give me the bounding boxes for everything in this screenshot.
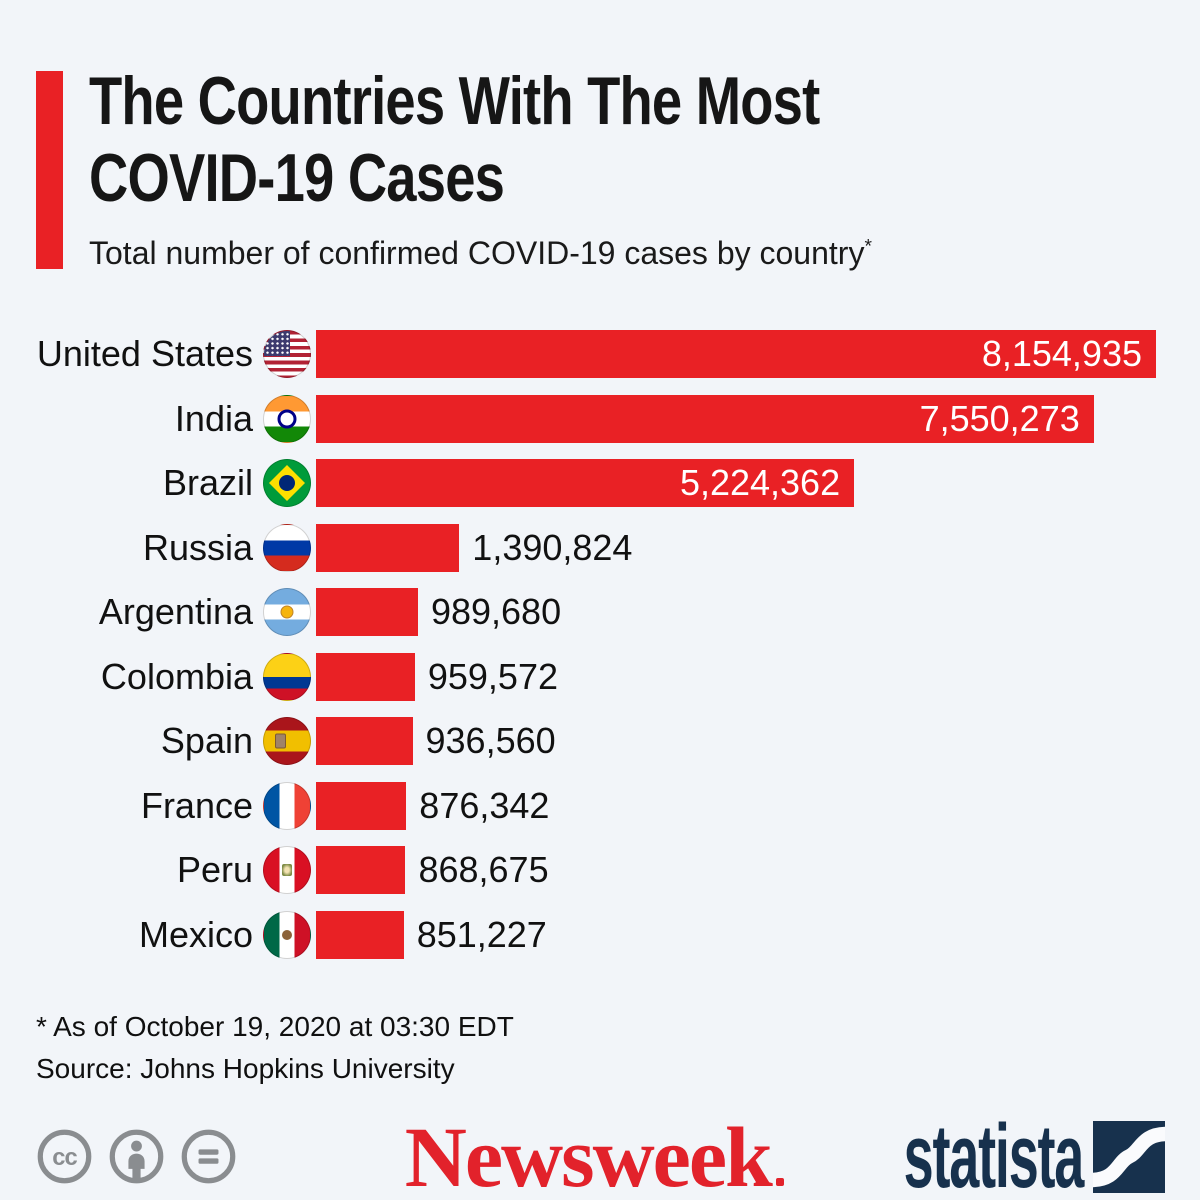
footnote-source: Source: Johns Hopkins University	[36, 1052, 455, 1084]
country-label: Peru	[176, 849, 253, 890]
bar-area: 959,572 959,572	[316, 652, 1156, 701]
value-label: 876,342	[419, 784, 550, 826]
value-label: 959,572	[427, 655, 558, 697]
footnote: * As of October 19, 2020 at 03:30 EDT So…	[36, 1006, 1200, 1090]
country-label: Russia	[142, 526, 253, 568]
colombia-flag-icon	[263, 652, 311, 701]
bar: 959,572	[316, 652, 415, 701]
statista-logo: statista	[784, 1112, 1165, 1200]
chart-row: India 7,550,273 7,550,273	[35, 394, 1156, 443]
statista-mark-icon	[1093, 1120, 1165, 1193]
bar-area: 876,342 876,342	[316, 781, 1156, 830]
bar: 989,680	[316, 588, 418, 636]
value-label: 8,154,935	[981, 333, 1142, 374]
chart-row: Peru 868,675 868,675	[35, 846, 1156, 894]
attribution-icon	[109, 1129, 164, 1184]
header: The Countries With The Most COVID-19 Cas…	[0, 0, 1200, 272]
value-label: 868,675	[418, 849, 549, 890]
bar: 936,560	[316, 717, 413, 765]
chart-row: United States 8,154,935 8,154,935	[35, 330, 1156, 378]
bar-chart: United States 8,154,935 8,154,935 India …	[0, 330, 1200, 959]
statista-wordmark: statista	[903, 1106, 1085, 1200]
bar: 868,675	[316, 846, 406, 894]
country-label: Spain	[160, 720, 253, 761]
chart-row: Colombia 959,572 959,572	[35, 652, 1156, 701]
argentina-flag-icon	[263, 588, 311, 636]
value-label: 1,390,824	[472, 526, 633, 568]
chart-row: Argentina 989,680 989,680	[35, 588, 1156, 636]
footnote-marker: *	[864, 236, 872, 258]
russia-flag-icon	[263, 523, 311, 572]
equal-sign-icon	[181, 1129, 236, 1184]
value-label: 5,224,362	[679, 462, 841, 503]
value-label: 936,560	[425, 720, 556, 761]
country-label: Colombia	[100, 655, 253, 697]
svg-text:cc: cc	[52, 1144, 77, 1171]
country-label: Argentina	[98, 591, 253, 632]
bar: 8,154,935	[316, 330, 1156, 378]
footnote-asof: * As of October 19, 2020 at 03:30 EDT	[36, 1010, 514, 1042]
chart-row: Brazil 5,224,362 5,224,362	[35, 459, 1156, 507]
chart-subtitle: Total number of confirmed COVID-19 cases…	[89, 235, 872, 271]
brazil-flag-icon	[263, 459, 311, 507]
bar-area: 868,675 868,675	[316, 846, 1156, 894]
bar: 7,550,273	[316, 394, 1094, 443]
header-text: The Countries With The Most COVID-19 Cas…	[89, 63, 1002, 272]
chart-row: Russia 1,390,824 1,390,824	[35, 523, 1156, 572]
bar-area: 8,154,935 8,154,935	[316, 330, 1156, 378]
bar: 1,390,824	[316, 523, 460, 572]
united-states-flag-icon	[263, 330, 311, 378]
country-label: United States	[36, 333, 253, 374]
bar: 5,224,362	[316, 459, 855, 507]
chart-row: Mexico 851,227 851,227	[35, 910, 1156, 959]
france-flag-icon	[263, 781, 311, 830]
bar: 851,227	[316, 910, 404, 959]
country-label: India	[174, 397, 253, 439]
mexico-flag-icon	[263, 910, 311, 959]
value-label: 7,550,273	[919, 397, 1080, 439]
bar-area: 5,224,362 5,224,362	[316, 459, 1156, 507]
bar: 876,342	[316, 781, 407, 830]
footer: cc Newsweek statista	[0, 1112, 1200, 1200]
cc-icon: cc	[37, 1129, 92, 1184]
page-title: The Countries With The Most COVID-19 Cas…	[89, 63, 820, 216]
peru-flag-icon	[263, 846, 311, 894]
chart-row: France 876,342 876,342	[35, 781, 1156, 830]
india-flag-icon	[263, 394, 311, 443]
value-label: 851,227	[416, 913, 547, 955]
newsweek-logo: Newsweek	[405, 1114, 784, 1200]
spain-flag-icon	[263, 717, 311, 765]
country-label: France	[140, 784, 253, 826]
value-label: 989,680	[430, 591, 562, 632]
creative-commons-license: cc	[36, 1128, 405, 1185]
bar-area: 851,227 851,227	[316, 910, 1156, 959]
red-accent-bar	[36, 71, 63, 269]
bar-area: 989,680 989,680	[316, 588, 1156, 636]
chart-row: Spain 936,560 936,560	[35, 717, 1156, 765]
bar-area: 7,550,273 7,550,273	[316, 394, 1156, 443]
country-label: Mexico	[138, 913, 253, 955]
country-label: Brazil	[162, 462, 253, 503]
bar-area: 1,390,824 1,390,824	[316, 523, 1156, 572]
bar-area: 936,560 936,560	[316, 717, 1156, 765]
